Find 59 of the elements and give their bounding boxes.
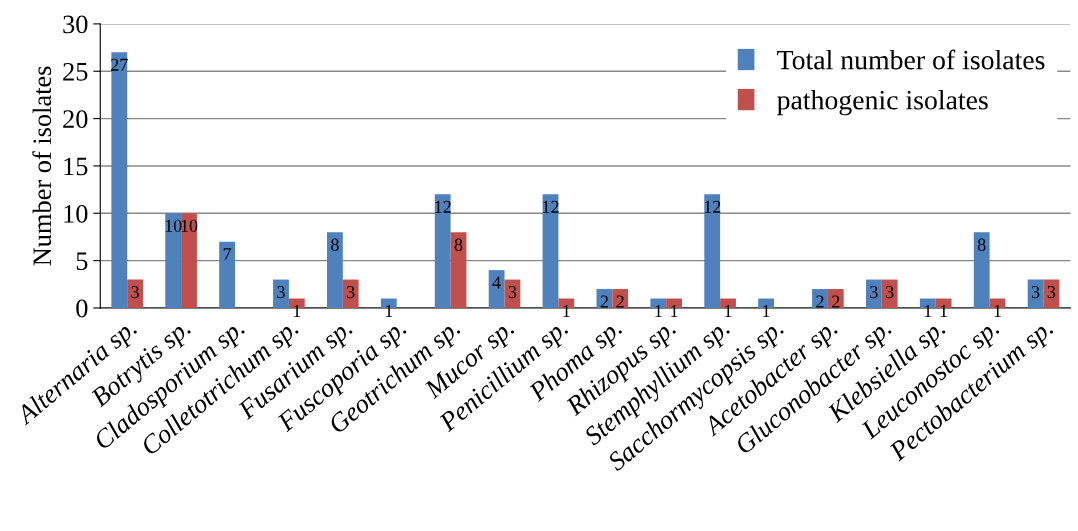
bar bbox=[165, 213, 182, 308]
data-label: 2 bbox=[616, 295, 624, 308]
data-label: 8 bbox=[454, 238, 463, 251]
data-label: 1 bbox=[994, 304, 1001, 317]
bar bbox=[326, 232, 343, 308]
data-label: 1 bbox=[940, 304, 948, 317]
data-label: 8 bbox=[977, 238, 986, 251]
legend-label: pathogenic isolates bbox=[777, 89, 988, 116]
data-label: 3 bbox=[870, 285, 878, 299]
data-label: 1 bbox=[725, 304, 732, 317]
data-label: 4 bbox=[492, 276, 501, 289]
bar bbox=[450, 232, 467, 308]
data-label: 3 bbox=[886, 285, 894, 299]
data-label: 1 bbox=[563, 304, 570, 317]
data-label: 3 bbox=[277, 285, 285, 299]
bar bbox=[127, 279, 144, 308]
bar bbox=[973, 232, 990, 308]
bar bbox=[881, 279, 898, 308]
data-label: 1 bbox=[655, 304, 662, 317]
data-label: 2 bbox=[600, 295, 608, 308]
data-label: 1 bbox=[924, 304, 932, 317]
data-label: 3 bbox=[131, 285, 139, 299]
y-tick-label: 0 bbox=[76, 299, 88, 318]
data-label: 1 bbox=[385, 304, 393, 317]
data-label: 12 bbox=[435, 200, 451, 213]
data-label: 7 bbox=[223, 248, 232, 261]
bar bbox=[812, 289, 828, 308]
bar bbox=[865, 279, 882, 308]
bar bbox=[827, 289, 844, 308]
bar bbox=[219, 241, 235, 308]
y-tick-label: 30 bbox=[63, 15, 88, 34]
y-tick-label: 15 bbox=[64, 157, 88, 176]
data-label: 1 bbox=[671, 304, 678, 317]
data-label: 3 bbox=[347, 285, 355, 299]
bar bbox=[612, 289, 629, 308]
bar bbox=[542, 194, 559, 308]
data-label: 1 bbox=[293, 304, 301, 317]
bar bbox=[342, 279, 359, 308]
data-label: 8 bbox=[331, 238, 339, 251]
bar bbox=[111, 52, 128, 308]
y-tick-label: 20 bbox=[63, 110, 88, 129]
y-tick-label: 25 bbox=[63, 62, 88, 81]
bar bbox=[704, 194, 721, 308]
y-axis-title: Number of isolates bbox=[32, 66, 52, 266]
data-label: 3 bbox=[1031, 285, 1040, 299]
bar bbox=[181, 213, 197, 308]
bar bbox=[596, 289, 613, 308]
y-tick-label: 10 bbox=[64, 204, 88, 223]
bar bbox=[488, 270, 505, 308]
bar bbox=[434, 194, 451, 308]
bar bbox=[273, 279, 289, 308]
data-label: 2 bbox=[832, 295, 840, 308]
bar bbox=[1027, 279, 1044, 308]
data-label: 1 bbox=[763, 304, 770, 317]
data-label: 3 bbox=[508, 285, 517, 299]
y-tick-label: 5 bbox=[76, 252, 88, 271]
legend-label: Total number of isolates bbox=[777, 49, 1045, 70]
data-label: 3 bbox=[1047, 285, 1056, 299]
data-label: 2 bbox=[816, 295, 824, 308]
